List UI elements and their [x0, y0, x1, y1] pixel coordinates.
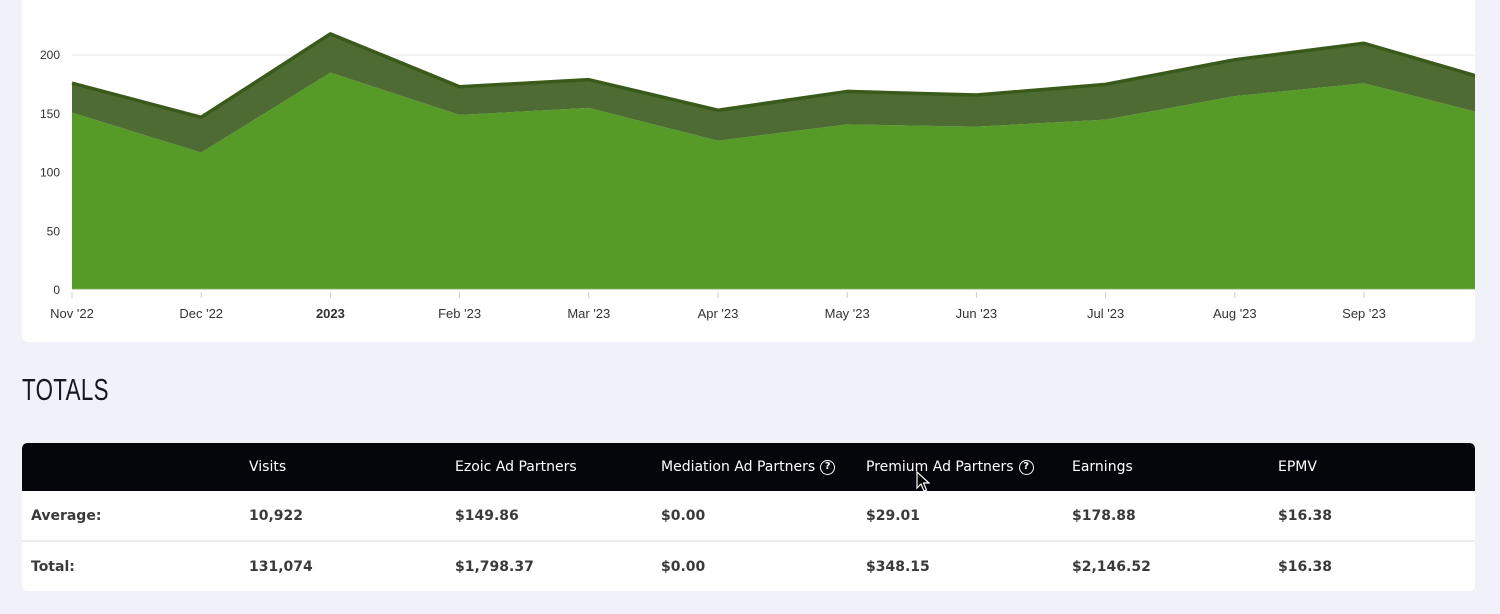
earnings-chart-card: 0 50 100 150 200 Nov '22 Dec '22 2023 Feb '23 Mar… — [22, 0, 1475, 342]
x-tick-label: Sep '23 — [1342, 306, 1386, 321]
header-ezoic-ad-partners[interactable]: Ezoic Ad Partners — [455, 459, 577, 475]
x-tick-label: Dec '22 — [179, 306, 223, 321]
average-premium: $29.01 — [866, 507, 921, 524]
y-tick-label: 50 — [47, 224, 61, 238]
x-tick-label: May '23 — [825, 306, 870, 321]
header-premium-ad-partners[interactable]: Premium Ad Partners ? — [866, 443, 1034, 491]
x-tick-label: Mar '23 — [567, 306, 610, 321]
header-epmv[interactable]: EPMV — [1278, 459, 1317, 475]
area-top-line — [71, 32, 1475, 120]
area-series-0[interactable] — [72, 288, 1475, 290]
x-tick-label: Jul '23 — [1087, 306, 1124, 321]
area-series-2[interactable] — [72, 33, 1475, 153]
mouse-cursor-icon — [916, 471, 930, 492]
help-icon[interactable]: ? — [820, 459, 836, 475]
row-label: Average: — [31, 507, 102, 524]
average-epmv: $16.38 — [1278, 507, 1333, 524]
header-earnings[interactable]: Earnings — [1072, 459, 1133, 475]
row-label: Total: — [31, 558, 75, 575]
totals-title: TOTALS — [22, 372, 109, 407]
x-tick-label: 2023 — [316, 306, 345, 321]
total-mediation: $0.00 — [661, 558, 706, 575]
header-mediation-ad-partners[interactable]: Mediation Ad Partners ? — [661, 443, 836, 491]
total-epmv: $16.38 — [1278, 558, 1333, 575]
total-ezoic: $1,798.37 — [455, 558, 534, 575]
totals-header-row: Visits Ezoic Ad Partners Mediation Ad Pa… — [22, 443, 1475, 491]
area-series-1[interactable] — [72, 72, 1475, 289]
total-visits: 131,074 — [249, 558, 313, 575]
x-tick-label: Apr '23 — [698, 306, 739, 321]
y-tick-label: 0 — [53, 283, 60, 297]
total-earnings: $2,146.52 — [1072, 558, 1151, 575]
average-visits: 10,922 — [249, 507, 304, 524]
table-row-total: Total: 131,074 $1,798.37 $0.00 $348.15 $… — [22, 540, 1475, 591]
x-tick-label: Nov '22 — [50, 306, 94, 321]
y-tick-label: 200 — [40, 48, 60, 62]
header-visits[interactable]: Visits — [249, 459, 287, 475]
table-row-average: Average: 10,922 $149.86 $0.00 $29.01 $17… — [22, 491, 1475, 540]
average-mediation: $0.00 — [661, 507, 706, 524]
y-tick-label: 150 — [40, 107, 60, 121]
average-earnings: $178.88 — [1072, 507, 1136, 524]
help-icon[interactable]: ? — [1018, 459, 1034, 475]
x-tick-label: Aug '23 — [1213, 306, 1257, 321]
totals-table: Visits Ezoic Ad Partners Mediation Ad Pa… — [22, 443, 1475, 591]
average-ezoic: $149.86 — [455, 507, 519, 524]
total-premium: $348.15 — [866, 558, 930, 575]
x-tick-label: Feb '23 — [438, 306, 481, 321]
stacked-area-chart[interactable]: 0 50 100 150 200 Nov '22 Dec '22 2023 Feb '23 Mar… — [22, 0, 1475, 342]
x-tick-label: Jun '23 — [956, 306, 998, 321]
y-tick-label: 100 — [40, 166, 60, 180]
